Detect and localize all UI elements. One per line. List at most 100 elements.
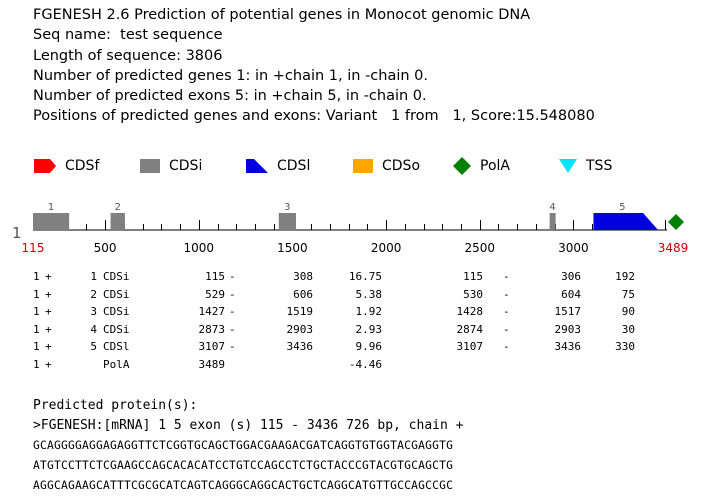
table-cell: 330: [615, 340, 635, 354]
tss-icon: [559, 159, 577, 173]
table-cell: 1.92: [355, 305, 383, 319]
table-row: 1 +3 CDSi 1427-1519 1.92 1428-1517 90: [33, 305, 693, 323]
map-tick-label: 500: [94, 241, 117, 255]
table-cell: -: [229, 270, 236, 283]
result-header: FGENESH 2.6 Prediction of potential gene…: [33, 5, 595, 127]
table-row: 1 + PolA 3489 -4.46: [33, 358, 693, 376]
table-cell: 90: [621, 305, 635, 319]
table-cell: 306: [561, 270, 581, 283]
exons-count: Number of predicted exons 5: in +chain 5…: [33, 88, 427, 105]
sequence-line: ATGTCCTTCTCGAAGCCAGCACACATCCTGTCCAGCCTCT…: [33, 459, 454, 472]
table-cell: 3436: [554, 340, 582, 354]
table-cell: -: [503, 287, 510, 301]
map-tick-label: 2500: [464, 241, 495, 255]
table-cell: 1: [33, 340, 40, 354]
map-tick-label: 1500: [277, 241, 308, 255]
cdso-icon: [353, 159, 373, 173]
table-cell: 1: [33, 305, 40, 319]
table-row: 1 +4 CDSi 2873-2903 2.93 2874-2903 30: [33, 323, 693, 341]
cdsl-icon: [246, 159, 268, 173]
table-cell: 1517: [554, 305, 582, 319]
table-cell: 75: [621, 287, 635, 301]
chain-label: 1: [12, 224, 22, 242]
exon-mark: [549, 213, 556, 230]
table-cell: -4.46: [348, 357, 382, 371]
legend-pola: PolA: [452, 154, 510, 178]
sequence-line: GCAGGGGAGGAGAGGTTCTCGGTGCAGCTGGACGAAGACG…: [33, 439, 454, 452]
legend-tss: TSS: [558, 154, 612, 178]
table-cell: -: [229, 322, 236, 336]
table-cell: CDSi: [103, 287, 130, 301]
predicted-protein-block: Predicted protein(s): >FGENESH:[mRNA] 1 5…: [33, 396, 463, 436]
table-cell: +: [45, 305, 52, 319]
legend-label-cdsi: CDSi: [169, 158, 203, 174]
sequence-line: AGGCAGAAGCATTTCGCGCATCAGTCAGGGCAGGCACTGC…: [33, 479, 454, 492]
table-cell: 606: [293, 287, 313, 301]
table-cell: +: [45, 322, 52, 336]
table-cell: 1427: [198, 305, 226, 319]
table-cell: 2: [90, 287, 97, 301]
table-cell: -: [229, 340, 236, 354]
table-cell: 1519: [286, 305, 314, 319]
table-cell: 16.75: [348, 270, 382, 283]
table-cell: 1: [33, 322, 40, 336]
table-cell: 5: [90, 340, 97, 354]
table-cell: 2.93: [355, 322, 383, 336]
table-cell: CDSl: [103, 340, 130, 354]
fasta-header: >FGENESH:[mRNA] 1 5 exon (s) 115 - 3436 …: [33, 418, 464, 433]
exon-mark: [278, 213, 296, 230]
table-cell: 2874: [456, 322, 484, 336]
legend-cdsf: CDSf: [33, 154, 99, 178]
table-cell: 1428: [456, 305, 484, 319]
table-cell: 3436: [286, 340, 314, 354]
table-cell: 192: [615, 270, 635, 283]
table-cell: 529: [205, 287, 225, 301]
table-cell: +: [45, 270, 52, 283]
feature-legend: CDSf CDSi CDSl CDSo PolA TSS: [0, 154, 723, 178]
table-row: 1 +2 CDSi 529-606 5.38 530-604 75: [33, 288, 693, 306]
map-features: [33, 213, 684, 230]
exon-table: 1 +1 CDSi 115-308 16.75 115-306 192 1 +2 CDSi 529-…: [33, 270, 693, 376]
map-end-label: 3489: [658, 241, 689, 255]
legend-cdsl: CDSl: [245, 154, 310, 178]
table-row: 1 +1 CDSi 115-308 16.75 115-306 192: [33, 270, 693, 288]
legend-label-cdso: CDSo: [382, 158, 421, 174]
seq-name: Seq name: test sequence: [33, 27, 223, 44]
map-tick-label: 2000: [371, 241, 402, 255]
table-cell: +: [45, 287, 52, 301]
table-cell: 604: [561, 287, 581, 301]
table-cell: 9.96: [355, 340, 383, 354]
legend-label-tss: TSS: [586, 158, 613, 174]
table-cell: 2903: [286, 322, 314, 336]
table-cell: -: [503, 322, 510, 336]
table-cell: -: [503, 270, 510, 283]
table-cell: 2873: [198, 322, 226, 336]
cdsi-icon: [140, 159, 160, 173]
cdsf-icon: [34, 159, 56, 173]
table-cell: CDSi: [103, 270, 130, 283]
polya-mark: [668, 214, 684, 230]
table-cell: 3: [90, 305, 97, 319]
table-cell: 115: [205, 270, 225, 283]
table-cell: 3107: [198, 340, 226, 354]
table-cell: 1: [33, 270, 40, 283]
exon-number-label: 1: [48, 202, 54, 213]
exon-number-label: 5: [619, 202, 625, 213]
table-cell: 2903: [554, 322, 582, 336]
table-cell: 3107: [456, 340, 484, 354]
table-cell: 1: [33, 287, 40, 301]
table-cell: 30: [621, 322, 635, 336]
table-cell: 1: [90, 270, 97, 283]
legend-label-cdsf: CDSf: [65, 158, 100, 174]
map-start-label: 115: [22, 241, 45, 255]
table-cell: -: [503, 340, 510, 354]
result-title: FGENESH 2.6 Prediction of potential gene…: [33, 7, 531, 23]
exon-number-label: 4: [549, 202, 555, 213]
table-cell: 4: [90, 322, 97, 336]
legend-label-pola: PolA: [480, 158, 510, 174]
legend-cdsi: CDSi: [139, 154, 202, 178]
table-cell: -: [503, 305, 510, 319]
legend-label-cdsl: CDSl: [277, 158, 311, 174]
